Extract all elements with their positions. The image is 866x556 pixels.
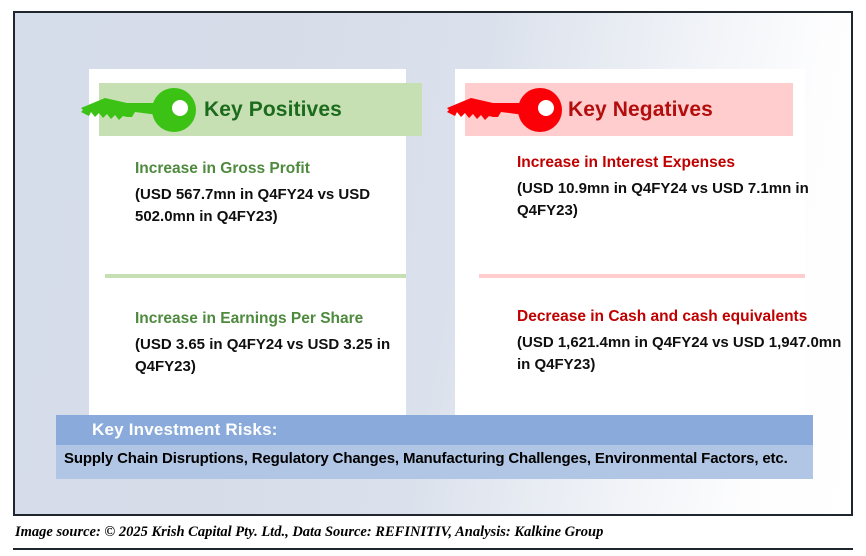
positives-header-band: Key Positives (99, 83, 422, 136)
risks-body: Supply Chain Disruptions, Regulatory Cha… (64, 450, 788, 467)
positives-divider (105, 274, 406, 278)
item-title: Increase in Earnings Per Share (135, 310, 364, 327)
slide-canvas: Key Positives Key Negatives (13, 11, 853, 516)
item-title: Increase in Interest Expenses (517, 154, 735, 171)
item-detail: (USD 3.65 in Q4FY24 vs USD 3.25 in Q4FY2… (135, 336, 391, 376)
risks-heading: Key Investment Risks: (92, 420, 278, 439)
key-investment-risks-banner: Key Investment Risks: Supply Chain Disru… (56, 415, 813, 480)
footer-source-note: Image source: © 2025 Krish Capital Pty. … (15, 524, 604, 540)
item-detail: (USD 1,621.4mn in Q4FY24 vs USD 1,947.0m… (517, 334, 842, 374)
list-item: Increase in Earnings Per Share (USD 3.65… (135, 309, 410, 378)
list-item: Decrease in Cash and cash equivalents (U… (517, 307, 847, 376)
footer-divider (13, 548, 853, 550)
negatives-header-band: Key Negatives (465, 83, 793, 136)
item-title: Decrease in Cash and cash equivalents (517, 308, 808, 325)
negatives-header-label: Key Negatives (568, 97, 713, 121)
list-item: Increase in Interest Expenses (USD 10.9m… (517, 153, 817, 222)
item-title: Increase in Gross Profit (135, 160, 310, 177)
list-item: Increase in Gross Profit (USD 567.7mn in… (135, 159, 410, 228)
positives-header-label: Key Positives (204, 97, 342, 121)
item-detail: (USD 10.9mn in Q4FY24 vs USD 7.1mn in Q4… (517, 180, 809, 220)
risks-header: Key Investment Risks: (56, 415, 813, 445)
item-detail: (USD 567.7mn in Q4FY24 vs USD 502.0mn in… (135, 186, 371, 226)
negatives-divider (479, 274, 805, 278)
